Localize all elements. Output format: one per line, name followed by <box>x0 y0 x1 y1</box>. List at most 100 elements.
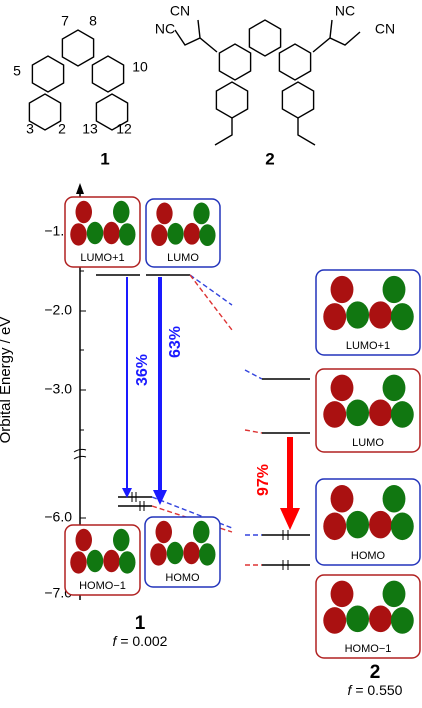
atom-number: 13 <box>82 121 98 137</box>
orbital-lobe <box>383 485 406 513</box>
figure: 785103213121NCCNNCCN2 Orbital Energy / e… <box>0 0 422 703</box>
atom-number: 10 <box>132 59 148 75</box>
orbital-boxes: LUMO+1 LUMO HOMO−1 HOMO LUMO+1 LUMO HOMO HOMO−1 <box>65 197 420 658</box>
orbital-lobe <box>346 400 369 427</box>
molecule-label: 1 <box>135 613 146 634</box>
orbital-lobe <box>331 485 354 513</box>
orbital-lobe <box>323 607 346 634</box>
ring <box>279 44 310 80</box>
orbital-lobe <box>184 223 200 245</box>
ring <box>92 56 123 92</box>
ring <box>219 44 250 80</box>
page: {"structures": [ {"label": "1", "atom_nu… <box>0 0 422 703</box>
atom-number: 5 <box>13 63 21 79</box>
orbital-lobe <box>113 529 130 551</box>
ring <box>32 56 63 92</box>
structure-label: 2 <box>265 149 274 168</box>
orbital-label: HOMO <box>351 550 386 562</box>
molecule-label: 2 <box>370 662 381 683</box>
bonds <box>175 20 360 145</box>
orbital-lobe <box>70 551 87 573</box>
orbital-lobe <box>369 606 392 633</box>
orbital-lobe <box>391 607 414 634</box>
orbital-lobe <box>103 550 120 572</box>
orbital-lobe <box>331 375 354 402</box>
orbital-lobe <box>383 581 406 608</box>
ring <box>249 20 280 56</box>
orbital-lobe <box>119 551 136 573</box>
orbital-label: LUMO+1 <box>80 252 124 264</box>
structures: 7 8 5 10 3 2 13 12 1 NC CN NC CN 2 <box>13 3 395 169</box>
orbital-label: LUMO <box>167 252 199 264</box>
structure-label: 1 <box>100 149 109 168</box>
tick-label: −6.0 <box>44 509 72 525</box>
orbital-lobe <box>323 303 346 330</box>
orbital-lobe <box>193 203 209 225</box>
orbital-lobe <box>70 223 87 245</box>
f-symbol: f <box>113 633 119 649</box>
substituent: NC <box>155 21 175 37</box>
axis-arrow <box>76 183 84 194</box>
orbital-lobe <box>199 543 216 565</box>
orbital-lobe <box>76 201 93 223</box>
orbital-label: LUMO+1 <box>346 340 390 352</box>
ring <box>29 94 60 130</box>
orbital-lobe <box>167 223 183 245</box>
orbital-lobe <box>391 303 414 330</box>
orbital-lobe <box>323 401 346 428</box>
orbital-label: LUMO <box>352 437 384 449</box>
tick-label: −3.0 <box>44 381 72 397</box>
atom-number: 7 <box>61 13 69 29</box>
substituent: NC <box>335 3 355 19</box>
f-symbol: f <box>348 682 354 698</box>
ring <box>216 82 247 118</box>
ring <box>62 30 93 66</box>
orbital-lobe <box>87 550 104 572</box>
orbital-lobe <box>193 521 210 543</box>
orbital-lobe <box>156 521 173 543</box>
orbital-lobe <box>369 400 392 427</box>
orbital-lobe <box>150 543 167 565</box>
orbital-lobe <box>391 513 414 541</box>
f-value: = 0.002 <box>120 633 167 649</box>
ring <box>282 82 313 118</box>
orbital-lobe <box>76 529 93 551</box>
transition-label: 97% <box>255 464 272 496</box>
orbital-lobe <box>113 201 130 223</box>
oscillator-strength: f = 0.002 <box>113 633 168 649</box>
orbital-lobe <box>391 401 414 428</box>
atom-number: 2 <box>58 121 66 137</box>
orbital-label: HOMO−1 <box>345 643 392 655</box>
orbital-lobe <box>323 513 346 541</box>
f-value: = 0.550 <box>355 682 402 698</box>
arrowhead <box>280 508 300 530</box>
substituent: CN <box>170 3 190 19</box>
orbital-lobe <box>151 224 167 246</box>
substituent: CN <box>375 21 395 37</box>
orbital-lobe <box>383 276 406 303</box>
orbital-lobe <box>369 511 392 539</box>
levels-1 <box>96 275 190 506</box>
orbital-label: HOMO <box>165 572 200 584</box>
orbital-lobe <box>369 301 392 328</box>
atom-number: 12 <box>116 121 132 137</box>
tick-label: −2.0 <box>44 302 72 318</box>
orbital-label: HOMO−1 <box>79 580 126 592</box>
orbital-lobe <box>119 223 136 245</box>
orbital-lobe <box>346 301 369 328</box>
orbital-lobe <box>383 375 406 402</box>
transition-label: 36% <box>134 354 151 386</box>
orbital-lobe <box>183 542 200 564</box>
transition-label: 63% <box>167 326 184 358</box>
oscillator-strength: f = 0.550 <box>348 682 403 698</box>
orbital-lobe <box>199 224 215 246</box>
axis-title: Orbital Energy / eV <box>0 317 14 444</box>
atom-number: 8 <box>89 13 97 29</box>
orbital-lobe <box>346 606 369 633</box>
orbital-lobe <box>156 203 172 225</box>
orbital-lobe <box>331 581 354 608</box>
orbital-lobe <box>103 222 120 244</box>
orbital-lobe <box>346 511 369 539</box>
atom-number: 3 <box>26 121 34 137</box>
orbital-lobe <box>87 222 104 244</box>
